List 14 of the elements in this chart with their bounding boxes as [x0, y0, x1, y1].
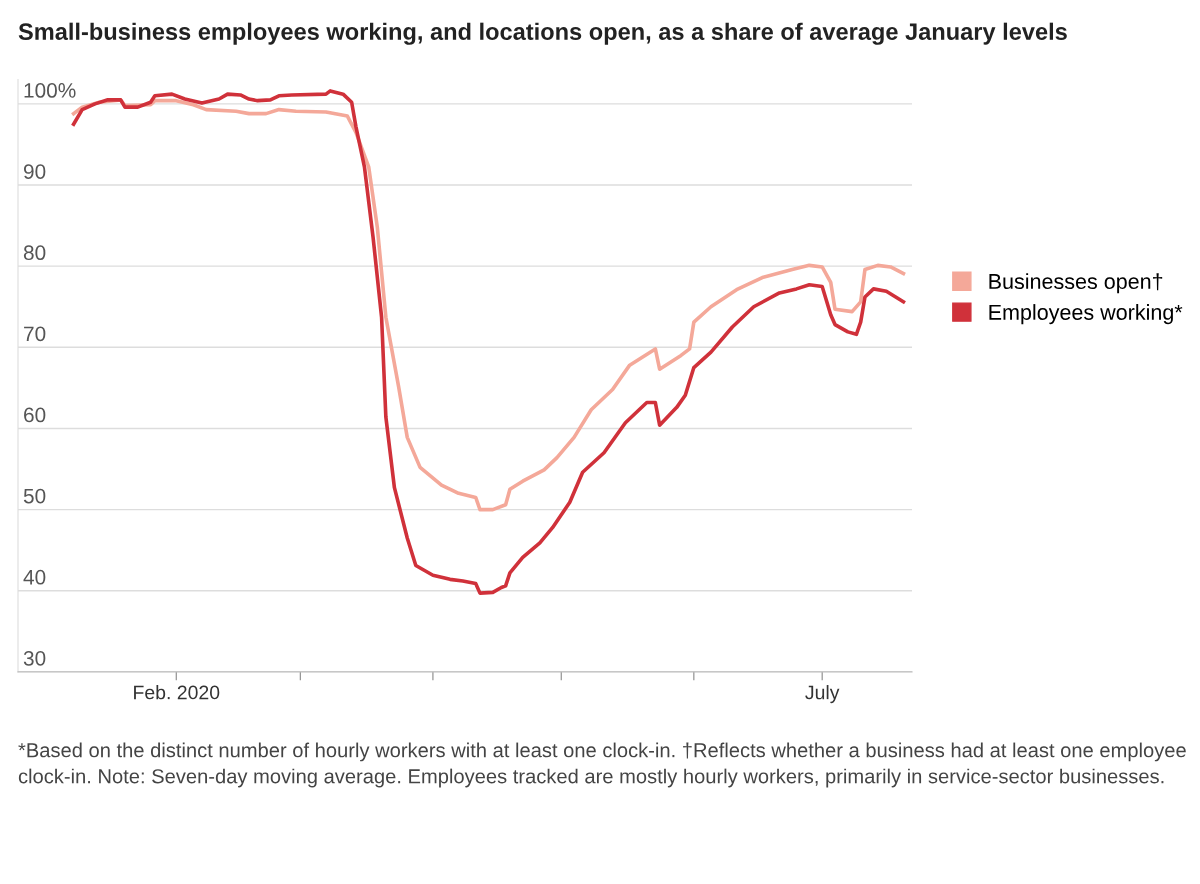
x-tick-label: Feb. 2020	[134, 685, 220, 700]
y-tick-label: 90	[23, 164, 46, 179]
y-tick-label: 70	[24, 326, 46, 342]
y-tick-label: 50	[23, 488, 46, 504]
y-tick-label: 100%	[24, 83, 76, 98]
text: *Based on the distinct number of hourly workers with at least one clock-in. †Reflects whether a business had at least one employee clock-in. Note: Seven-day moving average. Employees tracked are mostly hourly workers, primarily in service-sector businesses.	[18, 742, 1186, 788]
x-tick-label: July	[805, 685, 840, 704]
y-tick-label: 30	[23, 650, 46, 666]
y-tick-label: 80	[23, 245, 46, 261]
y-tick-label: 60	[24, 407, 46, 423]
y-tick-label: 40	[23, 569, 46, 585]
legend-label: Employees working*	[989, 304, 1183, 325]
legend-label: Businesses open†	[989, 273, 1163, 294]
chart-title: Small-business employees working, and locations open, as a share of average January levels	[18, 22, 1067, 45]
